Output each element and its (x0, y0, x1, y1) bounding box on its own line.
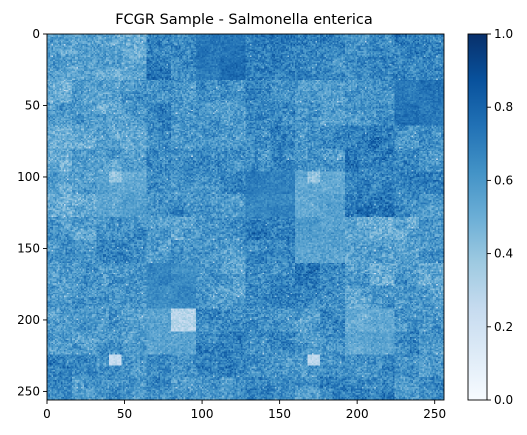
heatmap-plot-area (47, 34, 444, 400)
colorbar-frame (467, 33, 488, 401)
colorbar-tick-label: 1.0 (494, 27, 513, 41)
x-tick-label: 250 (423, 407, 446, 421)
plot-frame (46, 33, 445, 401)
x-axis: 0 50 100 150 200 250 (43, 400, 446, 421)
x-tick-label: 50 (117, 407, 132, 421)
x-tick-label: 150 (268, 407, 291, 421)
colorbar-tick-label: 0.8 (494, 100, 513, 114)
colorbar-tick-label: 0.4 (494, 247, 513, 261)
heatmap-image (47, 34, 444, 400)
colorbar-tick-label: 0.2 (494, 320, 513, 334)
y-axis: 0 50 100 150 200 250 (17, 27, 47, 398)
colorbar-tick-label: 0.6 (494, 173, 513, 187)
x-tick-label: 200 (346, 407, 369, 421)
x-tick-label: 100 (191, 407, 214, 421)
colorbar: 0.0 0.2 0.4 0.6 0.8 1.0 (467, 27, 513, 407)
y-tick-label: 150 (17, 241, 40, 255)
colorbar-gradient (468, 34, 487, 400)
y-tick-label: 100 (17, 170, 40, 184)
y-tick-label: 0 (32, 27, 40, 41)
x-tick-label: 0 (43, 407, 51, 421)
chart-title: FCGR Sample - Salmonella enterica (115, 12, 373, 28)
colorbar-ticks: 0.0 0.2 0.4 0.6 0.8 1.0 (487, 27, 513, 407)
y-tick-label: 250 (17, 384, 40, 398)
colorbar-tick-label: 0.0 (494, 393, 513, 407)
y-tick-label: 50 (25, 98, 40, 112)
y-tick-label: 200 (17, 313, 40, 327)
